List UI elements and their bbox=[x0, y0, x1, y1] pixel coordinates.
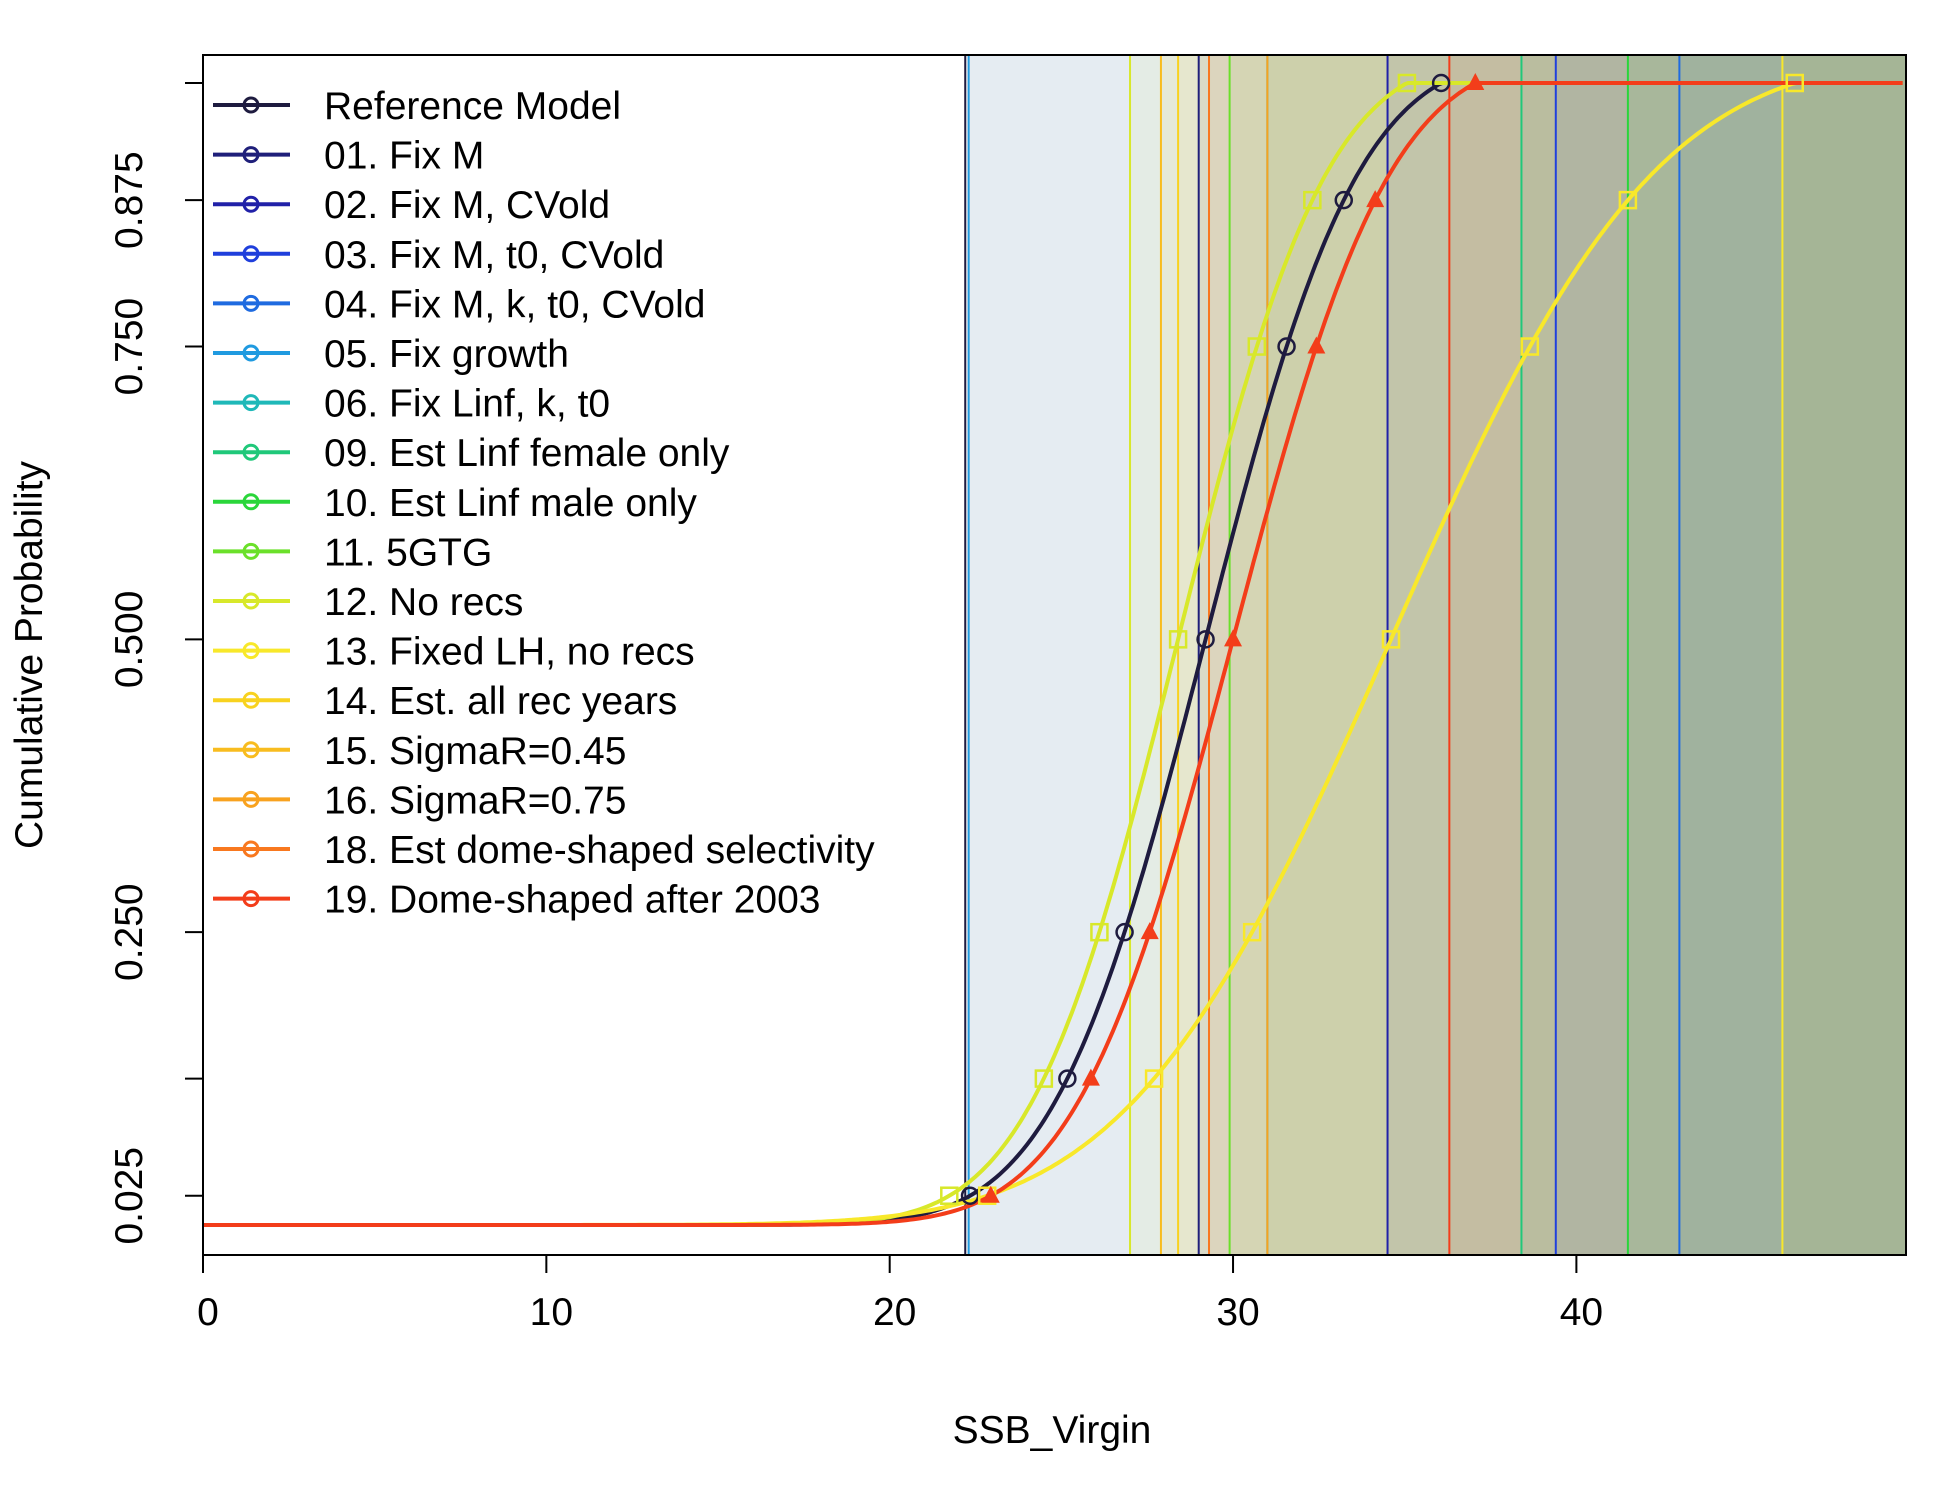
quantile-marker bbox=[1366, 190, 1385, 208]
legend-label: 03. Fix M, t0, CVold bbox=[324, 234, 664, 277]
y-axis-label: Cumulative Probability bbox=[8, 461, 51, 850]
legend-marker bbox=[242, 741, 260, 759]
quantile-marker bbox=[1397, 73, 1417, 93]
legend-label: 14. Est. all rec years bbox=[324, 680, 677, 723]
legend-marker bbox=[242, 245, 260, 263]
quantile-marker bbox=[1090, 922, 1109, 942]
legend-marker bbox=[242, 790, 260, 808]
legend-label: Reference Model bbox=[324, 85, 621, 128]
legend-marker bbox=[242, 840, 260, 858]
shade-region bbox=[1782, 55, 1906, 1255]
shade-region bbox=[1679, 55, 1906, 1255]
median-lines bbox=[964, 55, 1784, 1255]
cdf-curves bbox=[203, 81, 1903, 1227]
legend-marker bbox=[242, 96, 260, 114]
quantile-marker bbox=[1381, 630, 1401, 649]
quantile-marker bbox=[1058, 1069, 1077, 1088]
legend-label: 12. No recs bbox=[324, 581, 523, 624]
y-axis: 0.025 0.250 0.500 0.750 0.875 bbox=[108, 82, 203, 1245]
legend-marker bbox=[242, 294, 260, 312]
quantile-marker bbox=[1247, 337, 1267, 356]
x-tick-label: 0 bbox=[197, 1291, 219, 1334]
y-tick-label: 0.500 bbox=[108, 591, 151, 689]
shade-region bbox=[1178, 55, 1906, 1255]
legend-marker bbox=[242, 443, 260, 461]
quantile-marker bbox=[1034, 1069, 1054, 1088]
shade-region bbox=[1198, 55, 1906, 1255]
x-axis: 0 10 20 30 40 bbox=[197, 1255, 1603, 1334]
shade-region bbox=[1387, 55, 1906, 1255]
x-tick-label: 10 bbox=[530, 1291, 573, 1334]
quantile-marker bbox=[1140, 922, 1159, 940]
legend-label: 18. Est dome-shaped selectivity bbox=[324, 829, 875, 872]
shade-region bbox=[1130, 55, 1906, 1255]
shade-region bbox=[1229, 55, 1906, 1255]
legend-label: 06. Fix Linf, k, t0 bbox=[324, 383, 610, 426]
legend-marker bbox=[242, 344, 260, 362]
quantile-marker bbox=[1277, 337, 1296, 356]
y-tick-label: 0.025 bbox=[108, 1147, 151, 1245]
quantile-marker bbox=[1520, 337, 1540, 356]
quantile-marker bbox=[1168, 630, 1188, 649]
legend-marker bbox=[242, 592, 260, 610]
quantile-marker bbox=[1144, 1069, 1164, 1088]
legend-label: 10. Est Linf male only bbox=[324, 482, 697, 525]
shaded-quantile-regions bbox=[965, 55, 1906, 1255]
legend-marker bbox=[242, 394, 260, 412]
legend: Reference Model 01. Fix M 02. Fix M, CVold… bbox=[213, 85, 875, 922]
legend-label: 19. Dome-shaped after 2003 bbox=[324, 879, 821, 922]
y-tick-label: 0.250 bbox=[108, 883, 151, 981]
quantile-marker bbox=[1334, 190, 1354, 210]
plot-frame bbox=[202, 54, 1907, 1256]
y-tick-label: 0.875 bbox=[108, 151, 151, 249]
shade-region bbox=[1209, 55, 1906, 1255]
quantile-marker bbox=[1196, 630, 1215, 649]
quantile-marker bbox=[1618, 190, 1638, 210]
legend-marker bbox=[242, 195, 260, 213]
quantile-marker bbox=[1431, 73, 1451, 93]
legend-marker bbox=[242, 691, 260, 709]
legend-marker bbox=[242, 493, 260, 511]
y-tick-label: 0.750 bbox=[108, 298, 151, 396]
legend-label: 11. 5GTG bbox=[324, 531, 492, 574]
legend-label: 09. Est Linf female only bbox=[324, 432, 730, 475]
quantile-markers bbox=[940, 73, 1805, 1205]
shade-region bbox=[965, 55, 1906, 1255]
quantile-marker bbox=[1307, 336, 1326, 354]
cdf-curve bbox=[203, 81, 1903, 1227]
quantile-marker bbox=[1466, 73, 1485, 90]
legend-label: 16. SigmaR=0.75 bbox=[324, 779, 626, 822]
legend-marker bbox=[242, 146, 260, 164]
quantile-marker bbox=[1115, 922, 1134, 942]
shade-region bbox=[968, 55, 1906, 1255]
quantile-marker bbox=[1224, 629, 1243, 647]
x-tick-label: 20 bbox=[873, 1291, 916, 1334]
legend-label: 04. Fix M, k, t0, CVold bbox=[324, 283, 705, 326]
x-tick-label: 40 bbox=[1560, 1291, 1603, 1334]
shade-region bbox=[1555, 55, 1906, 1255]
legend-marker bbox=[242, 642, 260, 660]
quantile-marker bbox=[981, 1185, 1000, 1203]
quantile-marker bbox=[940, 1186, 959, 1205]
legend-marker bbox=[242, 890, 260, 908]
legend-label: 05. Fix growth bbox=[324, 333, 569, 376]
quantile-marker bbox=[1303, 190, 1322, 210]
shade-region bbox=[1627, 55, 1906, 1255]
legend-marker bbox=[242, 542, 260, 560]
legend-label: 02. Fix M, CVold bbox=[324, 184, 610, 227]
quantile-marker bbox=[1242, 922, 1262, 942]
quantile-marker bbox=[1785, 73, 1805, 93]
legend-label: 15. SigmaR=0.45 bbox=[324, 730, 626, 773]
x-tick-label: 30 bbox=[1216, 1291, 1259, 1334]
shade-region bbox=[1449, 55, 1906, 1255]
legend-label: 13. Fixed LH, no recs bbox=[324, 631, 695, 674]
quantile-marker bbox=[1081, 1068, 1100, 1086]
legend-label: 01. Fix M bbox=[324, 135, 484, 178]
x-axis-label: SSB_Virgin bbox=[953, 1409, 1152, 1452]
